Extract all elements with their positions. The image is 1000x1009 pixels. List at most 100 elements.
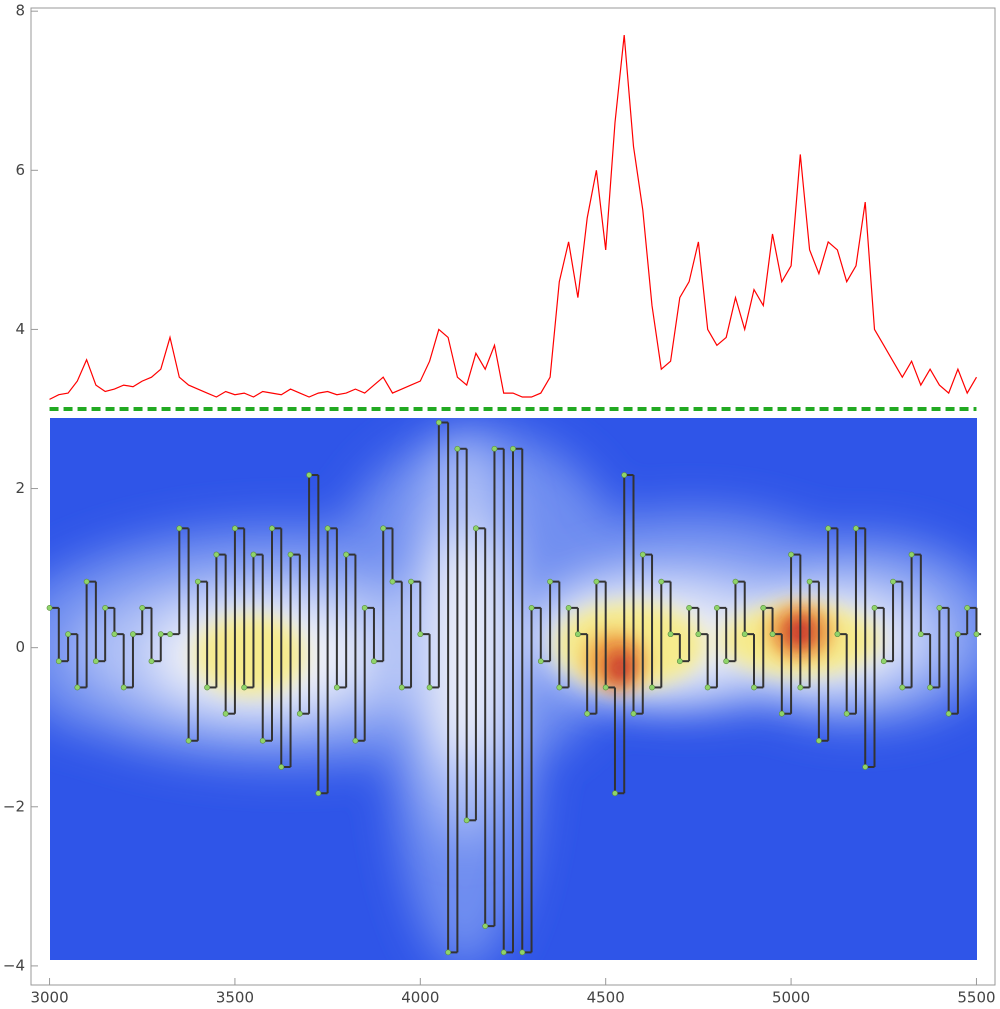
y-tick-label: 4: [15, 320, 25, 338]
point: [751, 684, 757, 691]
y-tick-label: −2: [3, 797, 25, 815]
y-tick-label: 0: [15, 638, 25, 656]
point: [945, 710, 952, 717]
point: [380, 525, 387, 532]
y-tick-label: 2: [15, 479, 25, 497]
point: [630, 710, 637, 717]
point: [371, 658, 377, 665]
point: [473, 525, 479, 532]
point: [778, 710, 785, 717]
point: [259, 737, 266, 744]
density-background: [50, 418, 977, 960]
point: [973, 631, 980, 638]
point: [510, 445, 516, 452]
y-tick-label: −4: [3, 956, 25, 974]
point: [92, 658, 99, 665]
point: [315, 790, 322, 797]
point: [704, 684, 711, 691]
point: [194, 578, 201, 585]
point: [500, 949, 507, 956]
point: [880, 658, 887, 665]
point: [241, 684, 248, 691]
x-tick-label: 5500: [957, 989, 995, 1007]
point: [649, 684, 655, 691]
point: [287, 551, 294, 558]
point: [296, 710, 303, 717]
point: [269, 525, 275, 532]
point: [463, 817, 470, 824]
point: [55, 658, 62, 665]
point: [658, 578, 665, 585]
point: [343, 551, 350, 558]
x-tick-label: 5000: [772, 989, 810, 1007]
point: [139, 604, 146, 611]
point: [426, 684, 433, 691]
point: [714, 604, 720, 611]
point: [417, 631, 424, 638]
point: [788, 551, 794, 558]
point: [454, 445, 461, 452]
point: [537, 658, 544, 665]
point: [871, 604, 878, 611]
point: [843, 710, 850, 717]
point: [936, 604, 943, 611]
line: [49, 35, 978, 400]
point: [102, 604, 109, 611]
point: [74, 684, 81, 691]
point: [213, 551, 220, 558]
point: [204, 684, 211, 691]
point: [222, 710, 229, 717]
point: [639, 551, 646, 558]
point: [528, 604, 535, 611]
point: [862, 764, 869, 770]
point: [695, 631, 702, 638]
x-tick-label: 3000: [30, 989, 68, 1007]
point: [547, 578, 553, 585]
y-tick-label: 6: [15, 161, 25, 179]
y-tick-label: 8: [15, 2, 25, 20]
point: [760, 604, 767, 611]
point: [445, 949, 452, 956]
point: [148, 658, 155, 665]
point: [185, 737, 192, 744]
point: [306, 472, 312, 478]
point: [278, 764, 285, 770]
point: [250, 551, 257, 558]
point: [389, 578, 396, 585]
point: [955, 631, 961, 638]
point: [111, 631, 118, 638]
point: [853, 525, 859, 532]
point: [741, 631, 748, 638]
point: [602, 684, 609, 691]
point: [232, 525, 238, 532]
point: [333, 684, 340, 691]
point: [612, 790, 618, 797]
point: [324, 525, 331, 532]
point: [593, 578, 600, 585]
point: [130, 631, 136, 638]
point: [83, 578, 90, 585]
point: [491, 445, 498, 452]
point: [556, 684, 563, 691]
point: [667, 631, 674, 638]
x-tick-label: 4000: [401, 989, 439, 1007]
point: [908, 551, 915, 558]
point: [927, 684, 934, 691]
x-tick-label: 3500: [216, 989, 254, 1007]
point: [565, 604, 572, 611]
point: [167, 631, 173, 638]
point: [917, 631, 924, 638]
point: [676, 658, 683, 665]
point: [732, 578, 739, 585]
point: [797, 684, 804, 691]
point: [361, 604, 368, 611]
x-tick-label: 4500: [587, 989, 625, 1007]
point: [46, 604, 53, 611]
point: [519, 949, 526, 956]
point: [120, 684, 127, 691]
frame: [30, 7, 996, 986]
point: [806, 578, 813, 585]
point: [723, 658, 730, 665]
point: [899, 684, 906, 691]
